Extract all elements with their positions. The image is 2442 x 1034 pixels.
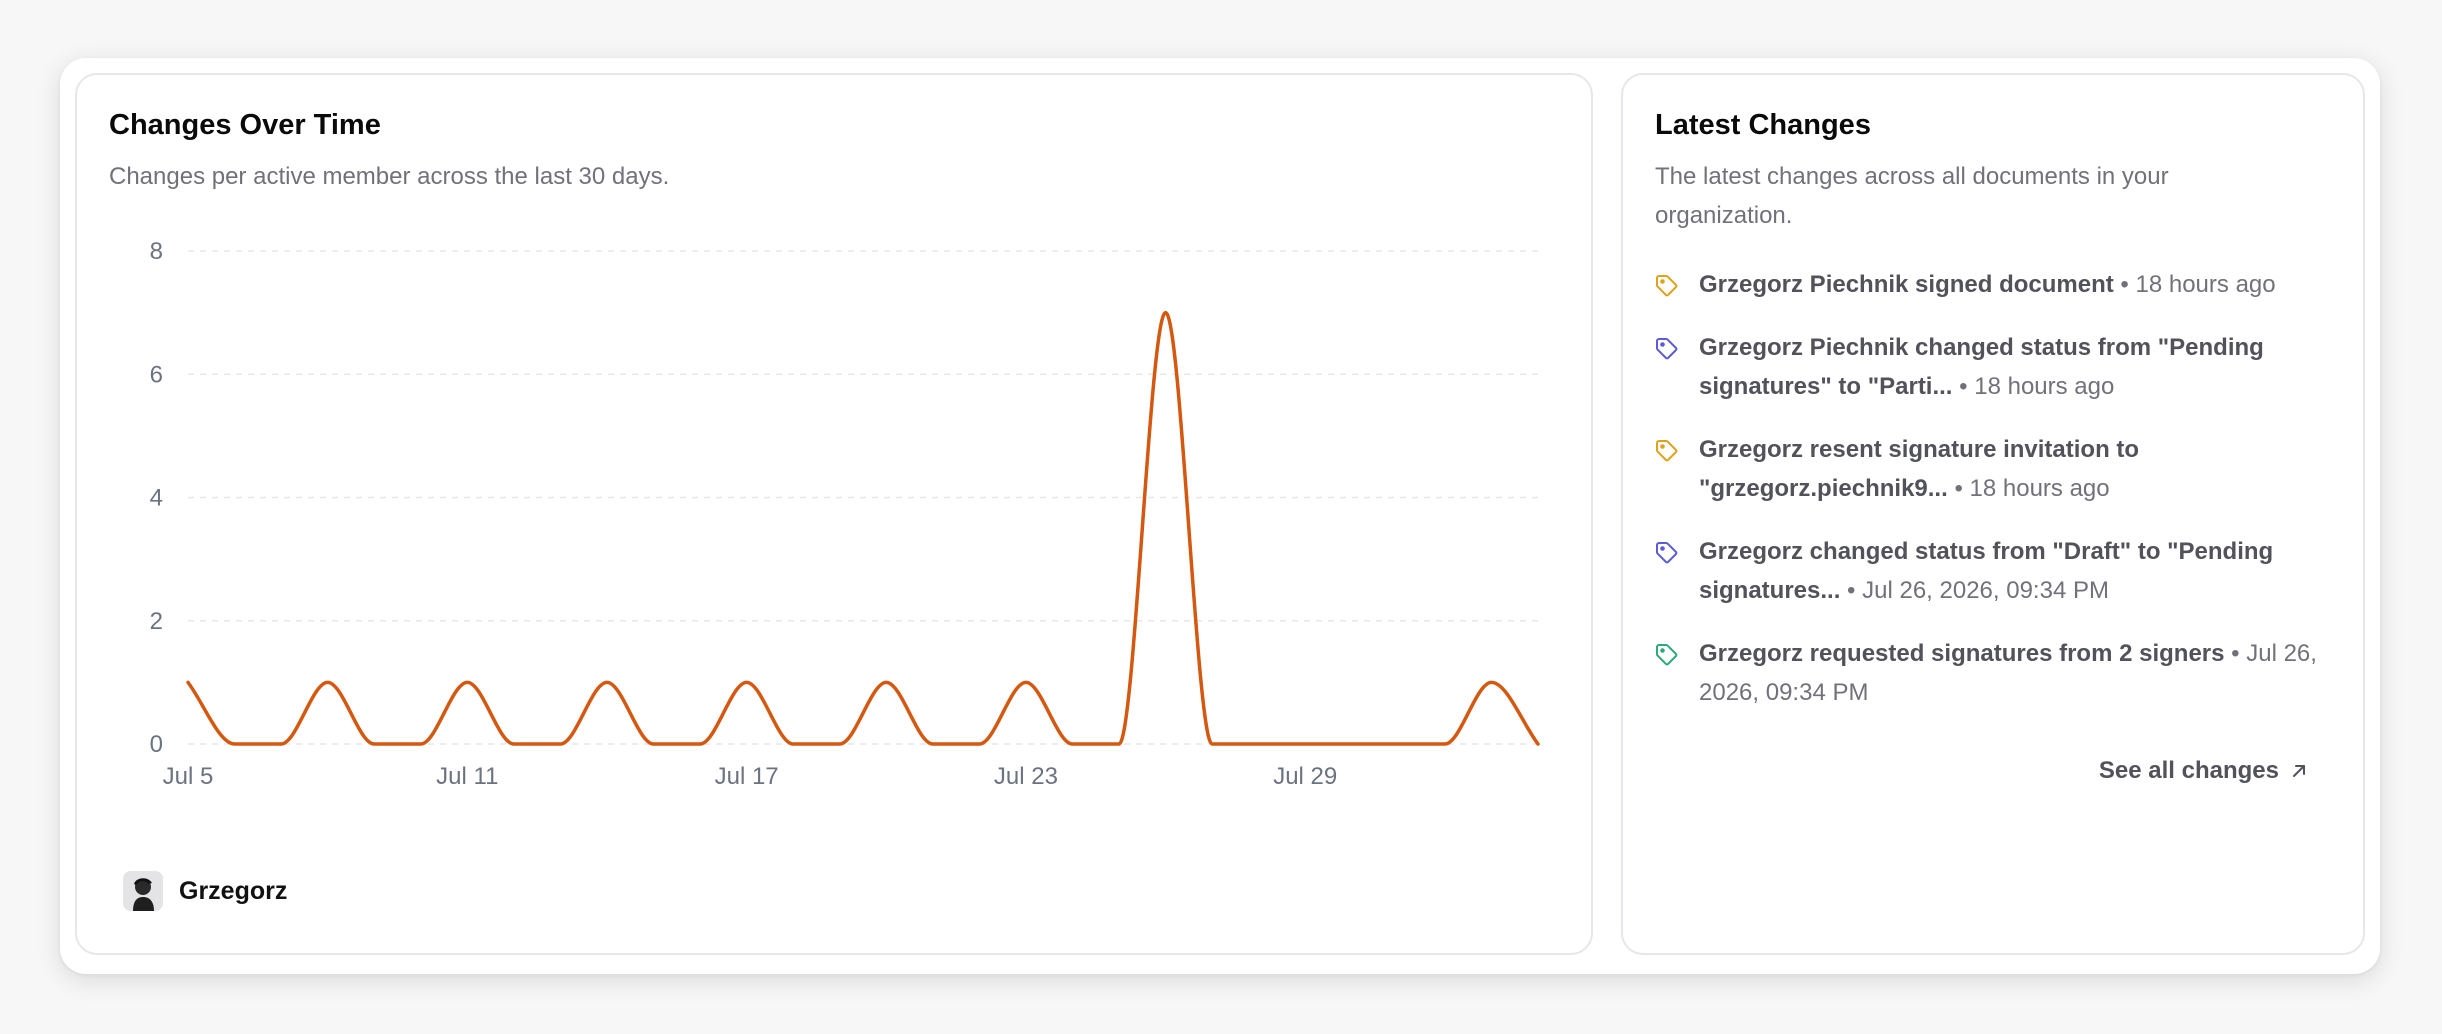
change-item[interactable]: Grzegorz Piechnik changed status from "P… [1655, 328, 2345, 406]
x-tick-label: Jul 5 [163, 763, 214, 790]
change-description: Grzegorz Piechnik changed status from "P… [1699, 334, 2264, 400]
chart-grid [188, 250, 1538, 745]
change-timestamp: Jul 26, 2026, 09:34 PM [1862, 577, 2109, 604]
legend-member-name: Grzegorz [179, 876, 288, 905]
tag-icon [1656, 440, 1678, 462]
x-tick-label: Jul 29 [1273, 763, 1337, 790]
changes-over-time-card: Changes Over Time Changes per active mem… [75, 73, 1593, 955]
arrow-up-right-icon [2293, 765, 2305, 777]
change-separator: • [2231, 640, 2240, 667]
y-tick-label: 6 [150, 361, 163, 388]
tag-icon [1656, 338, 1678, 360]
tag-icon [1656, 275, 1678, 297]
change-timestamp: Jul 26, 2026, 09:34 PM [1699, 640, 2317, 706]
change-description: Grzegorz resent signature invitation to … [1699, 436, 2140, 502]
y-axis-ticks: 0 2 4 6 8 [150, 238, 163, 758]
change-separator: • [1959, 373, 1968, 400]
change-description: Grzegorz Piechnik signed document [1699, 271, 2114, 298]
y-tick-label: 2 [150, 608, 163, 635]
change-separator: • [2120, 271, 2129, 298]
x-tick-label: Jul 17 [715, 763, 779, 790]
change-timestamp: 18 hours ago [2135, 271, 2276, 298]
chart-card-title: Changes Over Time [109, 109, 381, 141]
change-item[interactable]: Grzegorz resent signature invitation to … [1655, 430, 2345, 508]
change-timestamp: 18 hours ago [1974, 373, 2115, 400]
change-separator: • [1847, 577, 1856, 604]
change-item[interactable]: Grzegorz requested signatures from 2 sig… [1655, 634, 2345, 712]
y-tick-label: 0 [150, 731, 163, 758]
see-all-changes-link[interactable]: See all changes [2099, 757, 2309, 785]
change-timestamp: 18 hours ago [1969, 475, 2110, 502]
x-axis-ticks: Jul 5 Jul 11 Jul 17 Jul 23 Jul 29 [163, 763, 1338, 790]
latest-card-description: The latest changes across all documents … [1655, 163, 2169, 229]
change-item[interactable]: Grzegorz Piechnik signed document • 18 h… [1655, 265, 2345, 304]
latest-changes-card: Latest Changes The latest changes across… [1621, 73, 2365, 955]
y-tick-label: 8 [150, 238, 163, 265]
change-separator: • [1954, 475, 1963, 502]
change-description: Grzegorz changed status from "Draft" to … [1699, 538, 2274, 604]
x-tick-label: Jul 11 [436, 763, 498, 790]
changes-list: Grzegorz Piechnik signed document • 18 h… [1655, 265, 2345, 736]
change-item[interactable]: Grzegorz changed status from "Draft" to … [1655, 532, 2345, 610]
tag-icon [1656, 644, 1678, 666]
latest-card-title: Latest Changes [1655, 109, 1871, 141]
change-description: Grzegorz requested signatures from 2 sig… [1699, 640, 2225, 667]
series-line-grzegorz[interactable] [186, 310, 1540, 746]
tag-icon [1656, 542, 1678, 564]
chart-card-description: Changes per active member across the las… [109, 163, 670, 190]
x-tick-label: Jul 23 [994, 763, 1058, 790]
chart-legend[interactable]: Grzegorz [123, 871, 287, 911]
changes-line-chart: 0 2 4 6 8 Jul 5 Jul 11 Jul 17 Jul 23 Jul 29 [150, 238, 1540, 790]
y-tick-label: 4 [150, 485, 163, 512]
user-avatar-icon [123, 871, 163, 911]
see-all-label: See all changes [2098, 757, 2279, 784]
